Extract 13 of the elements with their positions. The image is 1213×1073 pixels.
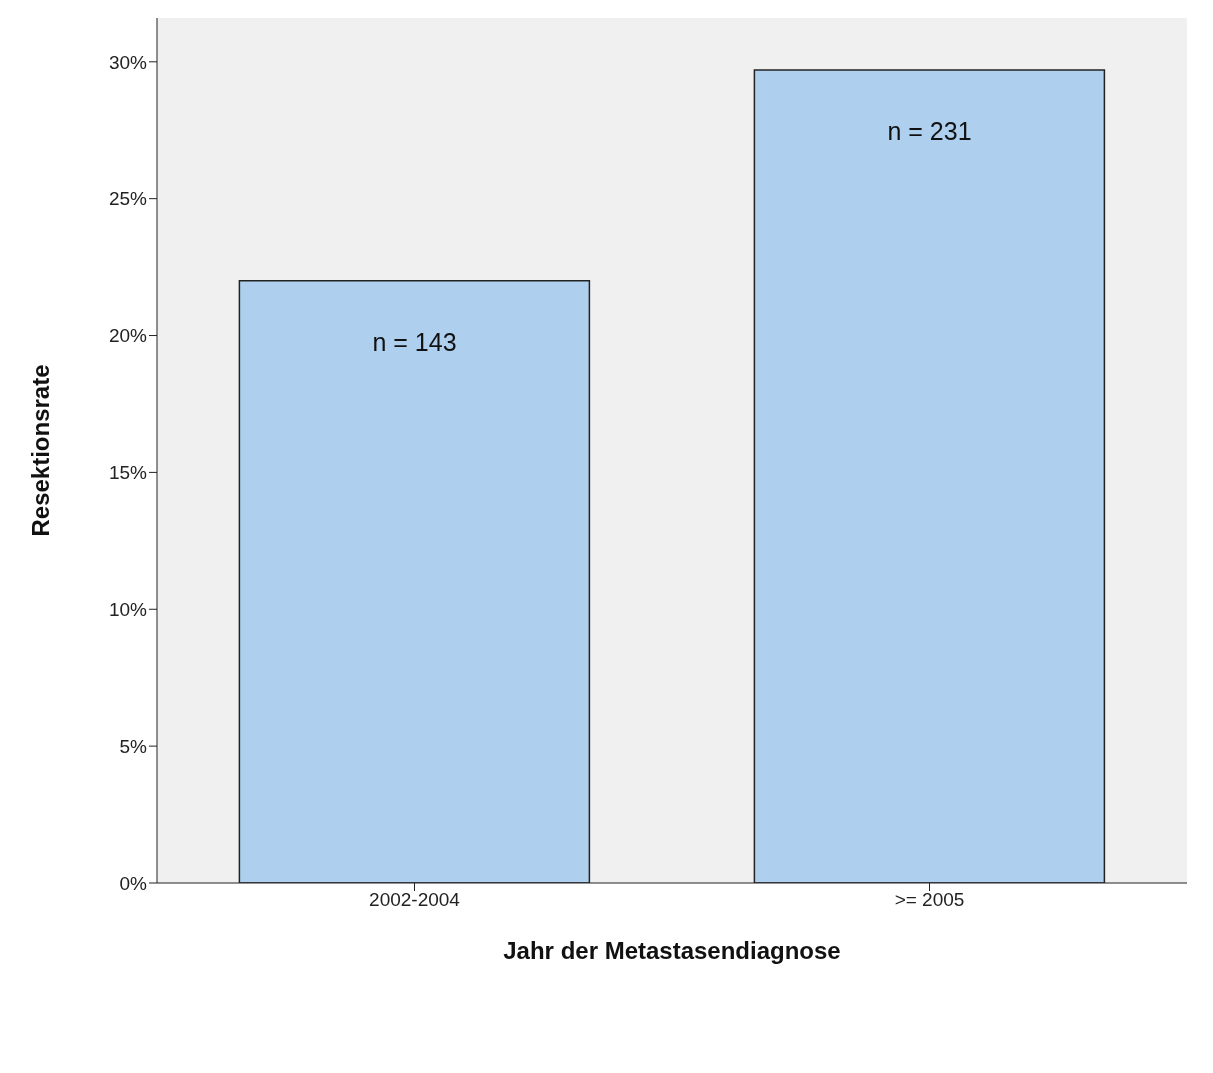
y-tick-label: 10% <box>108 599 148 621</box>
y-axis-title: Resektionsrate <box>26 364 54 537</box>
y-tick-label: 5% <box>119 735 148 757</box>
x-tick-label: 2002-2004 <box>369 889 461 911</box>
annotation: n = 231 <box>887 116 972 145</box>
y-tick-label: 25% <box>108 188 148 210</box>
y-tick-label: 15% <box>108 462 148 484</box>
annotation: n = 143 <box>372 327 457 356</box>
y-tick-label: 0% <box>119 872 148 894</box>
y-tick-label: 20% <box>108 325 148 347</box>
x-tick-label: >= 2005 <box>894 889 965 911</box>
x-axis-title: Jahr der Metastasendiagnose <box>503 937 841 964</box>
y-tick-label: 30% <box>108 51 148 73</box>
